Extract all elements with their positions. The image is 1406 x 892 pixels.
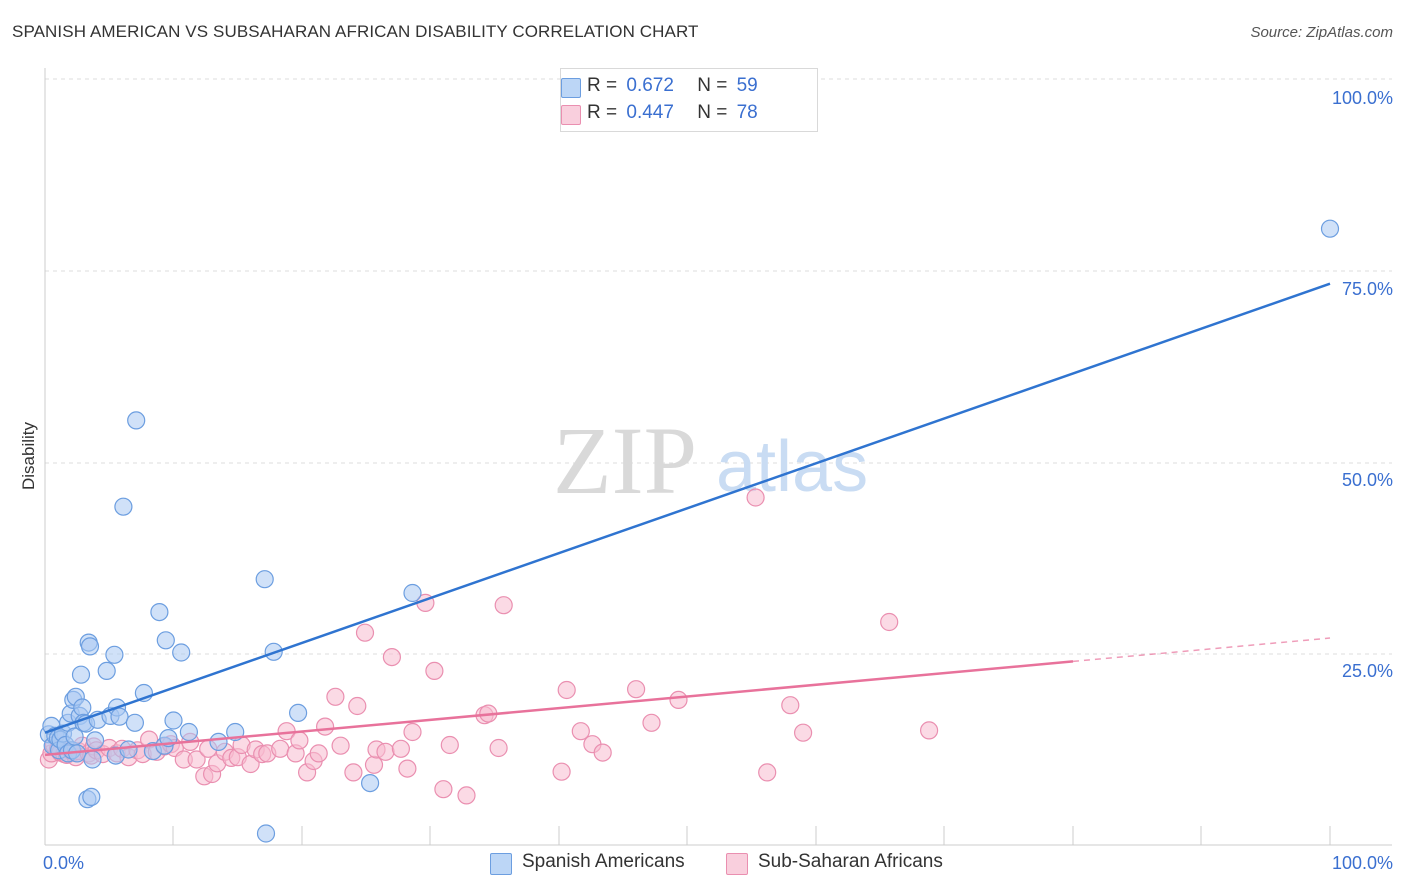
data-point — [781, 696, 800, 715]
data-point — [457, 786, 476, 805]
data-point — [97, 661, 116, 681]
data-point — [919, 721, 939, 740]
data-point — [71, 665, 91, 684]
data-point — [209, 732, 228, 752]
data-point — [425, 661, 444, 681]
data-point — [494, 596, 513, 615]
bottom-legend-swatch-blue — [490, 853, 512, 875]
correlation-legend: R = 0.672 N = 59 R = 0.447 N = 78 — [560, 68, 818, 132]
data-point — [255, 570, 274, 589]
data-point — [179, 722, 198, 742]
data-point — [593, 743, 612, 762]
data-point — [391, 739, 410, 758]
legend-row-spanish-americans: R = 0.672 N = 59 — [561, 75, 758, 98]
y-tick-label: 75.0% — [1342, 279, 1393, 299]
data-point — [110, 707, 129, 726]
data-point — [557, 680, 576, 700]
legend-swatch-blue — [561, 78, 581, 98]
data-point — [114, 497, 133, 516]
x-tick-label: 0.0% — [43, 853, 84, 873]
data-point — [156, 631, 175, 650]
data-point — [398, 759, 417, 778]
y-tick-label: 50.0% — [1342, 470, 1393, 490]
bottom-legend-label: Sub-Saharan Africans — [758, 851, 943, 872]
data-point — [344, 763, 363, 782]
trend-line-extension — [1072, 637, 1331, 663]
data-point — [626, 680, 646, 699]
data-point — [348, 696, 367, 716]
chart-title: SPANISH AMERICAN VS SUBSAHARAN AFRICAN D… — [12, 22, 699, 41]
y-axis-title: Disability — [19, 421, 38, 490]
data-point — [355, 623, 375, 642]
legend-n-label: N = — [697, 102, 728, 123]
bottom-legend-sub-saharan-africans[interactable]: Sub-Saharan Africans — [726, 851, 943, 875]
data-point — [80, 637, 100, 656]
tick-labels: 100.0% 75.0% 50.0% 25.0% 0.0% 100.0% Disabilit… — [19, 88, 1393, 873]
data-point — [746, 488, 765, 507]
axes — [44, 68, 1392, 846]
data-point — [880, 612, 899, 632]
data-point — [1320, 219, 1340, 238]
watermark-atlas: atlas — [716, 427, 868, 507]
data-point — [256, 824, 276, 843]
legend-n-value: 78 — [736, 102, 758, 123]
legend-r-value: 0.672 — [626, 75, 674, 96]
data-point — [83, 750, 102, 769]
trend-line — [44, 660, 1074, 757]
data-point — [642, 713, 661, 732]
data-point — [489, 738, 508, 758]
legend-r-value: 0.447 — [626, 102, 674, 123]
data-point — [172, 643, 191, 662]
y-tick-label: 100.0% — [1332, 88, 1393, 108]
data-point — [326, 687, 345, 706]
data-point — [440, 735, 459, 755]
data-point — [271, 739, 290, 758]
data-point — [403, 722, 422, 742]
data-point — [758, 763, 777, 782]
data-point — [316, 717, 335, 736]
data-point — [105, 645, 124, 664]
data-point — [187, 750, 206, 769]
legend-swatch-pink — [561, 105, 581, 125]
data-point — [434, 780, 453, 799]
legend-r-label: R = — [587, 102, 618, 123]
source-credit: Source: ZipAtlas.com — [1250, 24, 1393, 41]
grid-lines — [45, 78, 1392, 655]
legend-r-label: R = — [587, 75, 618, 96]
trend-lines — [44, 282, 1331, 757]
data-point — [127, 411, 146, 430]
data-point — [73, 698, 92, 717]
data-point — [150, 602, 169, 622]
legend-n-value: 59 — [736, 75, 758, 96]
data-point — [309, 744, 328, 763]
data-point — [164, 711, 183, 730]
data-point — [290, 731, 309, 750]
trend-line — [44, 282, 1331, 734]
data-point — [85, 731, 105, 750]
legend-row-sub-saharan-africans: R = 0.447 N = 78 — [561, 102, 758, 125]
data-point — [382, 647, 401, 667]
data-point — [119, 740, 138, 759]
data-point — [571, 722, 590, 741]
data-point — [331, 736, 350, 755]
data-point — [289, 703, 308, 723]
data-point — [793, 723, 813, 742]
data-point — [552, 762, 571, 781]
y-tick-label: 25.0% — [1342, 661, 1393, 681]
legend-n-label: N = — [697, 75, 728, 96]
watermark-zip: ZIP — [553, 407, 697, 514]
data-point — [376, 742, 395, 761]
data-point — [82, 787, 101, 807]
data-point — [361, 773, 380, 793]
bottom-legend-swatch-pink — [726, 853, 748, 875]
data-point — [669, 690, 688, 710]
data-point — [403, 583, 422, 603]
x-tick-label: 100.0% — [1332, 853, 1393, 873]
data-point — [125, 713, 144, 732]
bottom-legend-label: Spanish Americans — [522, 851, 685, 872]
watermark: ZIP atlas — [553, 407, 868, 514]
bottom-legend-spanish-americans[interactable]: Spanish Americans — [490, 851, 685, 875]
